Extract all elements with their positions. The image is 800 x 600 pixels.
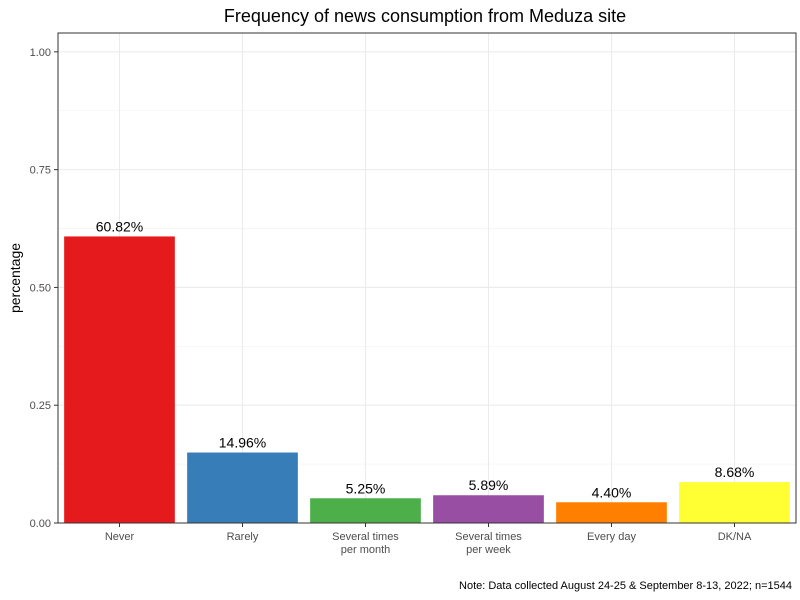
y-axis-label: percentage: [7, 243, 23, 313]
y-tick-label: 0.25: [30, 400, 51, 412]
panel-border: [57, 32, 797, 524]
chart-title: Frequency of news consumption from Meduz…: [224, 6, 626, 26]
bar: [187, 452, 298, 523]
y-tick-label: 1.00: [30, 47, 51, 59]
bar: [310, 498, 421, 523]
bar-data-label: 60.82%: [96, 218, 143, 234]
x-tick-label: Every day: [587, 531, 636, 543]
bar: [433, 495, 544, 523]
bar: [556, 502, 667, 523]
x-tick-label: Several times per month: [332, 531, 399, 556]
bar: [64, 236, 175, 524]
caption-note: Note: Data collected August 24-25 & Sept…: [459, 580, 792, 592]
y-tick-label: 0.00: [30, 518, 51, 530]
x-tick-label: Rarely: [227, 531, 259, 543]
plot-area: 0.00 0.25 0.50 0.75 1.00 60.82% Never 14.96% Rar…: [30, 32, 797, 556]
y-tick-label: 0.75: [30, 165, 51, 177]
bar-data-label: 8.68%: [715, 464, 755, 480]
x-tick-label: DK/NA: [718, 531, 752, 543]
bar-data-label: 5.89%: [469, 477, 509, 493]
bar: [679, 482, 790, 523]
bar-data-label: 4.40%: [592, 484, 632, 500]
x-tick-label: Several times per week: [455, 531, 522, 556]
bar-data-label: 5.25%: [346, 480, 386, 496]
x-tick-label: Never: [105, 531, 135, 543]
y-tick-label: 0.50: [30, 282, 51, 294]
bar-data-label: 14.96%: [219, 435, 266, 451]
